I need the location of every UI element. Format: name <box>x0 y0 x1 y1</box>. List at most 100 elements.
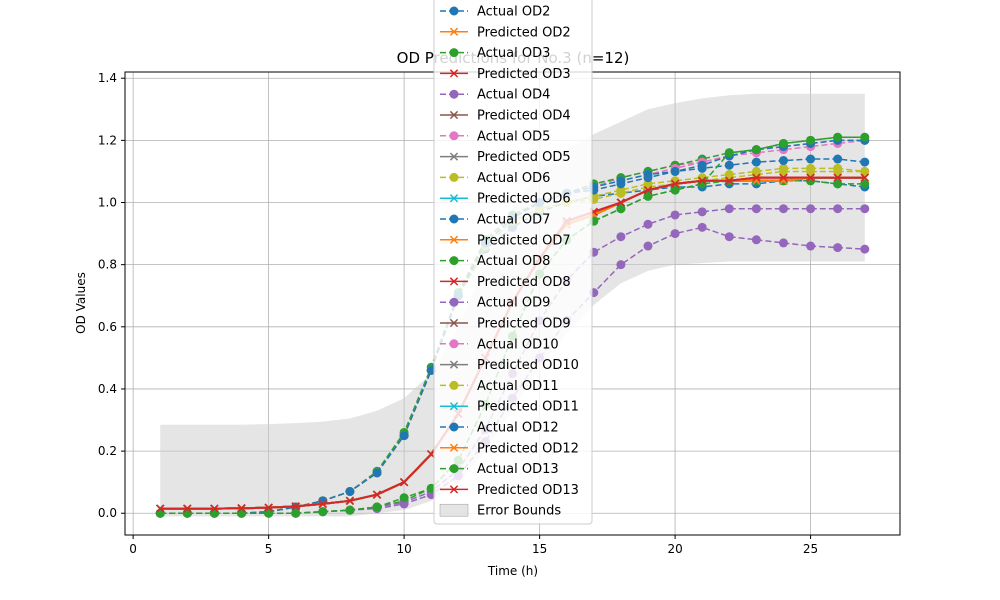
legend-label: Predicted OD2 <box>477 25 571 40</box>
data-point-marker <box>449 110 459 120</box>
data-point-marker <box>860 179 870 189</box>
legend-entry: Predicted OD7 <box>440 233 571 248</box>
data-point-marker <box>751 157 761 167</box>
data-point-marker <box>806 173 815 182</box>
legend-entry: Actual OD13 <box>440 462 559 477</box>
data-point-marker <box>318 499 327 509</box>
legend-label: Predicted OD5 <box>477 150 571 165</box>
legend-entry: Actual OD6 <box>440 171 550 186</box>
data-point-marker <box>449 89 459 99</box>
data-point-marker <box>449 214 459 224</box>
data-point-marker <box>182 508 192 518</box>
legend-label: Predicted OD10 <box>477 358 579 373</box>
data-point-marker <box>833 243 843 253</box>
data-point-marker <box>449 152 459 161</box>
legend-entry: Predicted OD2 <box>440 25 571 40</box>
data-point-marker <box>345 505 355 515</box>
data-point-marker <box>697 222 707 232</box>
data-point-marker <box>806 154 816 164</box>
data-point-marker <box>449 69 459 78</box>
data-point-marker <box>449 339 459 349</box>
series-line <box>160 136 865 514</box>
data-point-marker <box>724 160 734 170</box>
data-point-marker <box>155 508 165 518</box>
data-point-marker <box>449 360 459 369</box>
data-point-marker <box>670 229 680 239</box>
legend-entry: Actual OD2 <box>440 5 550 20</box>
legend-label: Predicted OD12 <box>477 441 579 456</box>
data-point-marker <box>449 256 459 266</box>
data-point-marker <box>616 232 626 242</box>
data-point-marker <box>778 138 788 148</box>
data-point-marker <box>449 485 459 494</box>
data-point-marker <box>449 194 459 203</box>
data-point-marker <box>698 176 707 185</box>
data-point-marker <box>725 176 734 185</box>
x-tick-label: 10 <box>396 542 411 556</box>
data-point-marker <box>724 148 734 158</box>
data-point-marker <box>833 173 842 182</box>
data-point-marker <box>643 241 653 251</box>
data-point-marker <box>449 402 459 411</box>
data-point-marker <box>751 235 761 245</box>
data-point-marker <box>833 132 843 142</box>
data-point-marker <box>833 166 843 176</box>
data-point-marker <box>670 210 680 220</box>
data-point-marker <box>643 219 653 229</box>
legend-label: Predicted OD11 <box>477 400 579 415</box>
data-point-marker <box>449 380 459 390</box>
x-tick-label: 5 <box>265 542 273 556</box>
data-point-marker <box>751 204 761 214</box>
y-tick-label: 0.8 <box>98 258 117 272</box>
legend-label: Predicted OD4 <box>477 109 571 124</box>
legend-entry: Actual OD8 <box>440 254 550 269</box>
data-point-marker <box>616 204 626 214</box>
data-point-marker <box>806 166 816 176</box>
data-point-marker <box>449 172 459 182</box>
data-point-marker <box>264 503 273 512</box>
legend-entry: Predicted OD12 <box>440 441 579 456</box>
data-point-marker <box>724 204 734 214</box>
data-point-marker <box>833 204 843 214</box>
data-point-marker <box>345 486 355 496</box>
legend-label: Actual OD4 <box>477 88 550 103</box>
data-point-marker <box>449 235 459 244</box>
data-point-marker <box>833 154 843 164</box>
legend-entry: Actual OD12 <box>440 421 559 436</box>
y-tick-label: 1.4 <box>98 71 117 85</box>
data-point-marker <box>751 145 761 155</box>
data-point-marker <box>670 185 680 195</box>
data-point-marker <box>643 170 653 180</box>
legend-entry: Actual OD3 <box>440 46 550 61</box>
data-point-marker <box>209 508 219 518</box>
data-point-marker <box>643 185 653 195</box>
legend-entry: Predicted OD6 <box>440 192 571 207</box>
data-point-marker <box>399 478 409 487</box>
data-point-marker <box>616 260 626 270</box>
data-point-marker <box>291 502 300 511</box>
legend-label: Predicted OD8 <box>477 275 571 290</box>
data-point-marker <box>860 204 870 214</box>
data-point-marker <box>449 422 459 432</box>
data-point-marker <box>183 504 192 513</box>
data-point-marker <box>156 504 165 513</box>
data-point-marker <box>449 297 459 307</box>
legend-entry: Actual OD9 <box>440 296 550 311</box>
legend-entry: Predicted OD4 <box>440 109 571 124</box>
legend-label: Predicted OD6 <box>477 192 571 207</box>
y-tick-label: 1.0 <box>98 196 117 210</box>
data-point-marker <box>616 188 626 198</box>
x-tick-label: 15 <box>532 542 547 556</box>
legend: Actual OD2 Predicted OD2 Actual OD3 Predict… <box>433 0 593 525</box>
data-point-marker <box>724 232 734 242</box>
legend-label: Predicted OD7 <box>477 233 571 248</box>
y-tick-label: 1.2 <box>98 133 117 147</box>
legend-entry: Actual OD5 <box>440 129 550 144</box>
legend-entry: Predicted OD10 <box>440 358 579 373</box>
data-point-marker <box>399 431 409 441</box>
x-tick-label: 20 <box>667 542 682 556</box>
legend-label: Actual OD6 <box>477 171 550 186</box>
data-point-marker <box>860 157 870 167</box>
data-point-marker <box>426 483 436 493</box>
data-point-marker <box>806 135 816 145</box>
